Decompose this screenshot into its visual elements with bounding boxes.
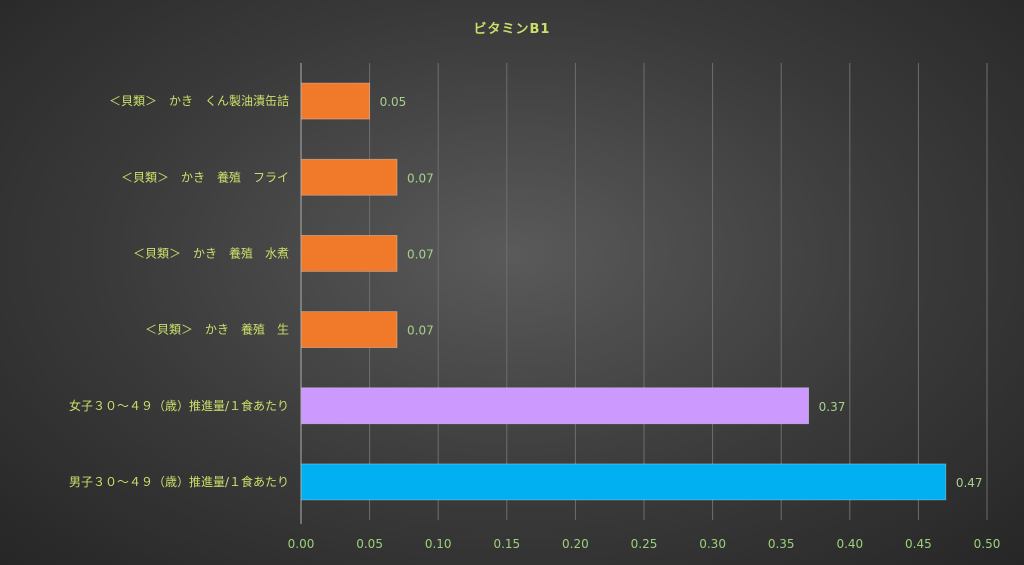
bar bbox=[300, 463, 947, 501]
category-label: ＜貝類＞ かき 養殖 生 bbox=[145, 322, 289, 337]
x-tick-label: 0.45 bbox=[905, 537, 932, 551]
x-tick-label: 0.00 bbox=[288, 537, 315, 551]
data-label: 0.05 bbox=[380, 95, 407, 109]
category-label: 女子３０～４９（歳）推進量/１食あたり bbox=[69, 398, 289, 413]
x-tick-label: 0.05 bbox=[356, 537, 383, 551]
x-tick-label: 0.30 bbox=[699, 537, 726, 551]
category-label: 男子３０～４９（歳）推進量/１食あたり bbox=[69, 474, 289, 489]
chart-title: ビタミンB1 bbox=[473, 22, 551, 37]
x-tick-label: 0.40 bbox=[836, 537, 863, 551]
data-label: 0.37 bbox=[819, 400, 846, 414]
bar bbox=[300, 235, 398, 272]
category-label: ＜貝類＞ かき 養殖 水煮 bbox=[133, 245, 289, 260]
category-label: ＜貝類＞ かき 養殖 フライ bbox=[121, 169, 289, 184]
x-tick-label: 0.15 bbox=[493, 537, 520, 551]
x-tick-label: 0.10 bbox=[425, 537, 452, 551]
x-tick-label: 0.50 bbox=[974, 537, 1001, 551]
x-tick-label: 0.25 bbox=[631, 537, 658, 551]
data-label: 0.07 bbox=[407, 247, 434, 261]
bar bbox=[300, 82, 370, 120]
x-tick-label: 0.20 bbox=[562, 537, 589, 551]
x-tick-label: 0.35 bbox=[768, 537, 795, 551]
category-label: ＜貝類＞ かき くん製油漬缶詰 bbox=[109, 93, 289, 108]
data-label: 0.07 bbox=[407, 324, 434, 338]
data-label: 0.07 bbox=[407, 171, 434, 185]
bar bbox=[300, 311, 398, 348]
data-label: 0.47 bbox=[956, 476, 983, 490]
bar bbox=[300, 387, 810, 425]
bar bbox=[300, 158, 398, 196]
